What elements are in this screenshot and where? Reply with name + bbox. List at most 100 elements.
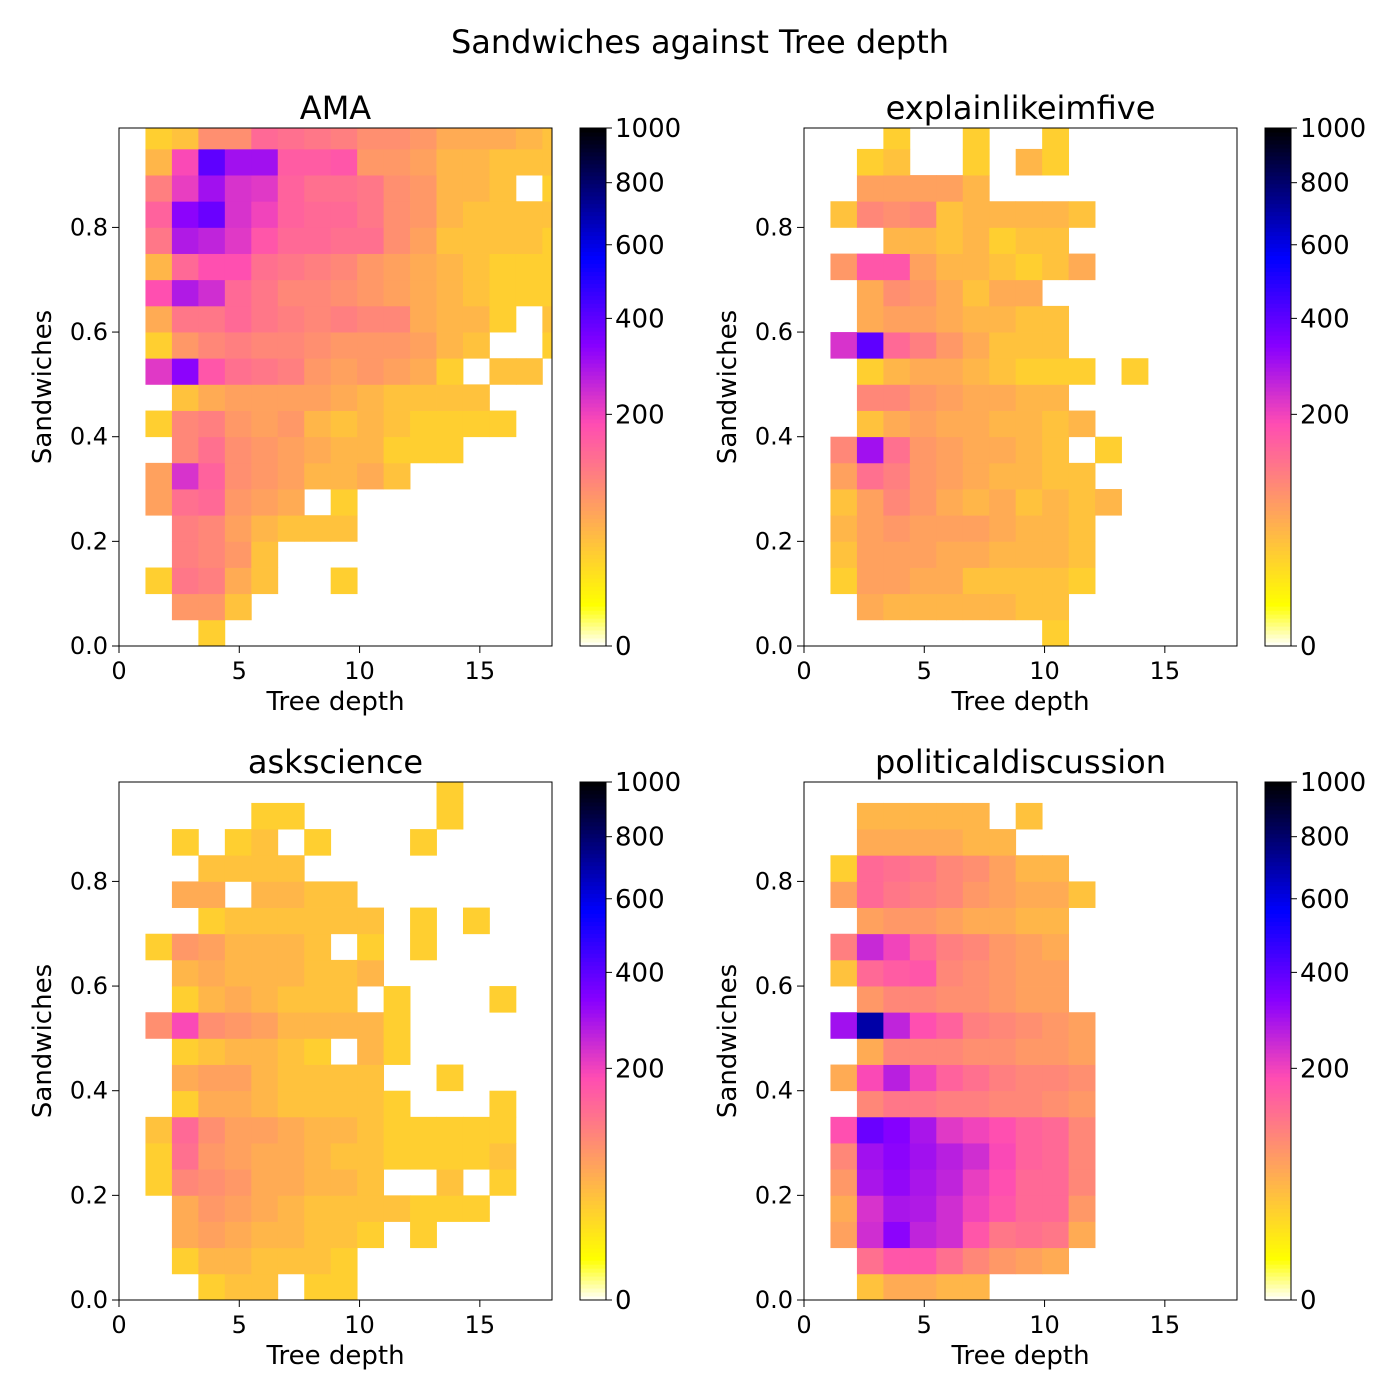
heatmap-cell [171, 201, 199, 228]
heatmap-cell [304, 933, 332, 961]
heatmap-cell [856, 201, 884, 228]
heatmap-cell [304, 881, 332, 908]
colorbar-segment [1265, 1140, 1291, 1146]
colorbar-segment [580, 1176, 606, 1181]
heatmap-cell [856, 829, 884, 856]
heatmap-cell [1042, 410, 1070, 438]
heatmap-cell [909, 358, 937, 385]
colorbar-segment [580, 247, 606, 253]
heatmap-cell [909, 959, 937, 987]
heatmap-cell [383, 227, 411, 254]
colorbar-segment [1265, 949, 1291, 954]
heatmap-cell [936, 567, 964, 595]
colorbar-segment [580, 901, 606, 907]
heatmap-cell [1068, 201, 1096, 228]
heatmap-cell [1068, 1169, 1096, 1196]
heatmap-cell [304, 1090, 332, 1118]
heatmap-cells [145, 128, 553, 647]
heatmap-cell [304, 128, 332, 150]
colorbar-segment [1265, 263, 1291, 268]
heatmap-cell [198, 462, 226, 490]
heatmap-cell [936, 1247, 964, 1275]
heatmap-cell [1042, 358, 1070, 385]
colorbar-segment [1265, 1088, 1291, 1094]
heatmap-cell [542, 332, 553, 359]
heatmap-cell [224, 933, 252, 961]
colorbar-segment [580, 1072, 606, 1078]
heatmap-cell [962, 1116, 990, 1144]
colorbar-segment [580, 406, 606, 412]
heatmap-cell [856, 1143, 884, 1170]
heatmap-cell [410, 436, 437, 464]
colorbar-segment [580, 825, 606, 831]
colorbar-segment [1265, 522, 1291, 527]
heatmap-cell [198, 1273, 226, 1301]
heatmap-cell [357, 410, 385, 438]
heatmap-cell [909, 332, 937, 359]
colorbar-segment [580, 961, 606, 966]
heatmap-cell [224, 358, 252, 385]
heatmap-cell [251, 1038, 279, 1065]
colorbar-segment [1265, 486, 1291, 492]
x-axis-label: Tree depth [950, 687, 1089, 717]
colorbar-segment [580, 881, 606, 887]
heatmap-cell [330, 567, 358, 595]
colorbar-segment [580, 1232, 606, 1237]
heatmap-cell [224, 128, 252, 150]
heatmap-cell [883, 959, 911, 987]
heatmap-cell [277, 1169, 305, 1196]
colorbar-tick-label: 200 [615, 1054, 665, 1084]
heatmap-cell [330, 515, 358, 542]
heatmap-cell [357, 1195, 385, 1222]
colorbar-segment [1265, 1284, 1291, 1289]
heatmap-cell [171, 1169, 199, 1196]
heatmap-cell [830, 1012, 858, 1039]
heatmap-cell [330, 907, 358, 935]
heatmap-cell [489, 1116, 517, 1144]
heatmap-cell [224, 593, 252, 621]
heatmap-cell [989, 279, 1017, 307]
colorbar-segment [1265, 1072, 1291, 1078]
colorbar-segment [1265, 1124, 1291, 1130]
panel-0: 0 5 10 15 0.0 0.2 0.4 0.6 0.8 AMA Tree depth Sandwi… [28, 89, 681, 717]
axes-frame [803, 781, 1238, 1301]
heatmap-cell [251, 358, 279, 385]
colorbar-segment [580, 1064, 606, 1070]
heatmap-cell [989, 227, 1017, 254]
heatmap-cell [883, 802, 911, 830]
heatmap-cell [462, 227, 490, 254]
heatmap-cell [1068, 1012, 1096, 1039]
heatmap-cell [410, 410, 437, 438]
heatmap-cell [357, 907, 385, 935]
heatmap-cell [1042, 1247, 1070, 1275]
colorbar-segment [580, 622, 606, 627]
colorbar-segment [1265, 275, 1291, 280]
colorbar-segment [580, 1168, 606, 1173]
colorbar-segment [580, 430, 606, 436]
colorbar-segment [580, 351, 606, 356]
heatmap-cell [1042, 959, 1070, 987]
colorbar-segment [1265, 1084, 1291, 1090]
heatmap-cell [251, 959, 279, 987]
colorbar-segment [1265, 885, 1291, 891]
colorbar-segment [580, 462, 606, 468]
heatmap-cell [330, 1090, 358, 1118]
heatmap-cell [489, 279, 517, 307]
heatmap-cell [145, 279, 173, 307]
heatmap-cell [436, 802, 464, 830]
colorbar-segment [580, 1184, 606, 1189]
heatmap-cell [330, 279, 358, 307]
colorbar-segment [580, 857, 606, 863]
heatmap-cell [830, 1116, 858, 1144]
heatmap-cell [410, 201, 437, 228]
colorbar-segment [1265, 905, 1291, 910]
heatmap-cell [224, 436, 252, 464]
colorbar-segment [1265, 287, 1291, 292]
heatmap-cell [357, 1116, 385, 1144]
colorbar-segment [580, 482, 606, 488]
colorbar-segment [580, 1029, 606, 1034]
colorbar-segment [580, 1240, 606, 1245]
heatmap-cell [856, 436, 884, 464]
colorbar-tick-label: 800 [1300, 169, 1350, 199]
colorbar-segment [1265, 1224, 1291, 1229]
